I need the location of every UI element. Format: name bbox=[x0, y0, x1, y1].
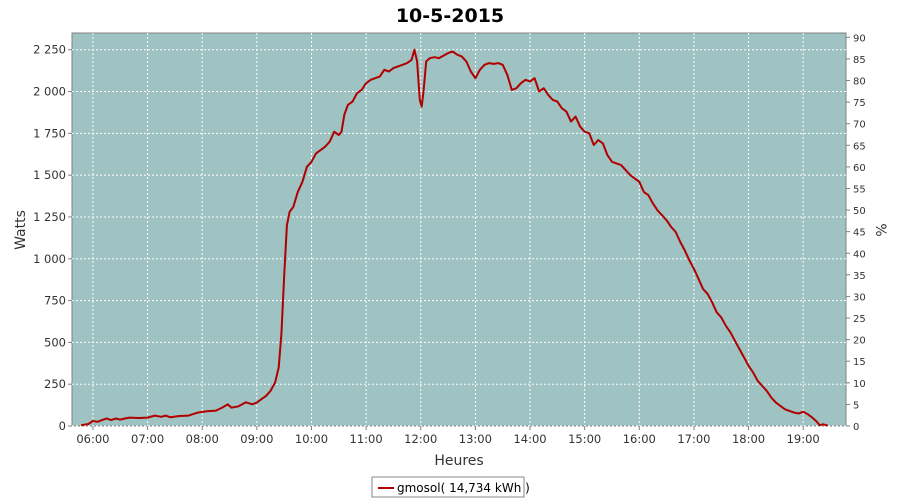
y2-tick-label: 85 bbox=[853, 55, 866, 66]
gridlines bbox=[72, 33, 846, 427]
y2-tick-label: 90 bbox=[853, 33, 866, 44]
x-tick-label: 16:00 bbox=[623, 432, 656, 446]
legend-box bbox=[371, 476, 525, 498]
legend: gmosol( 14,734 kWh ) bbox=[371, 476, 530, 498]
series-line bbox=[80, 48, 829, 427]
x-tick-label: 12:00 bbox=[404, 432, 437, 446]
y-axis-ticks: 0 250 500 750 1 000 1 250 1 500 1 750 2 000 2 250 bbox=[33, 43, 72, 433]
y2-tick-label: 70 bbox=[853, 120, 866, 131]
plot-area bbox=[71, 32, 847, 427]
y2-axis-ticks: 0 5 10 15 20 25 30 35 40 45 50 55 60 65 70 75 80 85 90 bbox=[846, 33, 866, 433]
y2-tick-label: 60 bbox=[853, 163, 866, 174]
x-tick-label: 15:00 bbox=[568, 432, 601, 446]
y-tick-label: 2 250 bbox=[33, 43, 66, 57]
x-tick-label: 17:00 bbox=[677, 432, 710, 446]
chart-title: 10-5-2015 bbox=[396, 5, 504, 27]
x-tick-label: 06:00 bbox=[76, 432, 109, 446]
y-tick-label: 2 000 bbox=[33, 85, 66, 99]
y2-tick-label: 50 bbox=[853, 206, 866, 217]
y2-tick-label: 25 bbox=[853, 314, 866, 325]
y2-tick-label: 65 bbox=[853, 141, 866, 152]
y2-tick-label: 30 bbox=[853, 292, 866, 303]
y2-tick-label: 5 bbox=[853, 400, 859, 411]
x-tick-label: 11:00 bbox=[350, 432, 383, 446]
y-tick-label: 1 250 bbox=[33, 210, 66, 224]
x-tick-label: 14:00 bbox=[513, 432, 546, 446]
y-tick-label: 250 bbox=[44, 377, 66, 391]
y2-tick-label: 10 bbox=[853, 379, 866, 390]
y2-tick-label: 75 bbox=[853, 98, 866, 109]
y2-tick-label: 80 bbox=[853, 77, 866, 88]
y-axis-title: Watts bbox=[13, 210, 29, 250]
x-tick-label: 10:00 bbox=[295, 432, 328, 446]
x-tick-label: 19:00 bbox=[787, 432, 820, 446]
y-tick-label: 750 bbox=[44, 294, 66, 308]
legend-label: gmosol( 14,734 kWh ) bbox=[397, 481, 530, 495]
y2-tick-label: 40 bbox=[853, 249, 866, 260]
y2-tick-label: 45 bbox=[853, 228, 866, 239]
y2-tick-label: 0 bbox=[853, 422, 859, 433]
y2-tick-label: 35 bbox=[853, 271, 866, 282]
y2-tick-label: 55 bbox=[853, 184, 866, 195]
x-tick-label: 18:00 bbox=[732, 432, 765, 446]
y-tick-label: 1 750 bbox=[33, 126, 66, 140]
x-tick-label: 08:00 bbox=[186, 432, 219, 446]
x-tick-label: 07:00 bbox=[131, 432, 164, 446]
y-tick-label: 1 000 bbox=[33, 252, 66, 266]
y2-tick-label: 15 bbox=[853, 357, 866, 368]
y-tick-label: 0 bbox=[59, 419, 66, 433]
y-tick-label: 1 500 bbox=[33, 168, 66, 182]
x-axis-title: Heures bbox=[434, 453, 483, 469]
series-layer bbox=[80, 48, 829, 427]
x-axis-ticks: 06:00 07:00 08:00 09:00 10:00 11:00 12:00 13:00… bbox=[76, 426, 820, 446]
x-tick-label: 09:00 bbox=[240, 432, 273, 446]
y2-tick-label: 20 bbox=[853, 336, 866, 347]
y-tick-label: 500 bbox=[44, 335, 66, 349]
y2-axis-title: % bbox=[872, 223, 888, 236]
x-tick-label: 13:00 bbox=[459, 432, 492, 446]
